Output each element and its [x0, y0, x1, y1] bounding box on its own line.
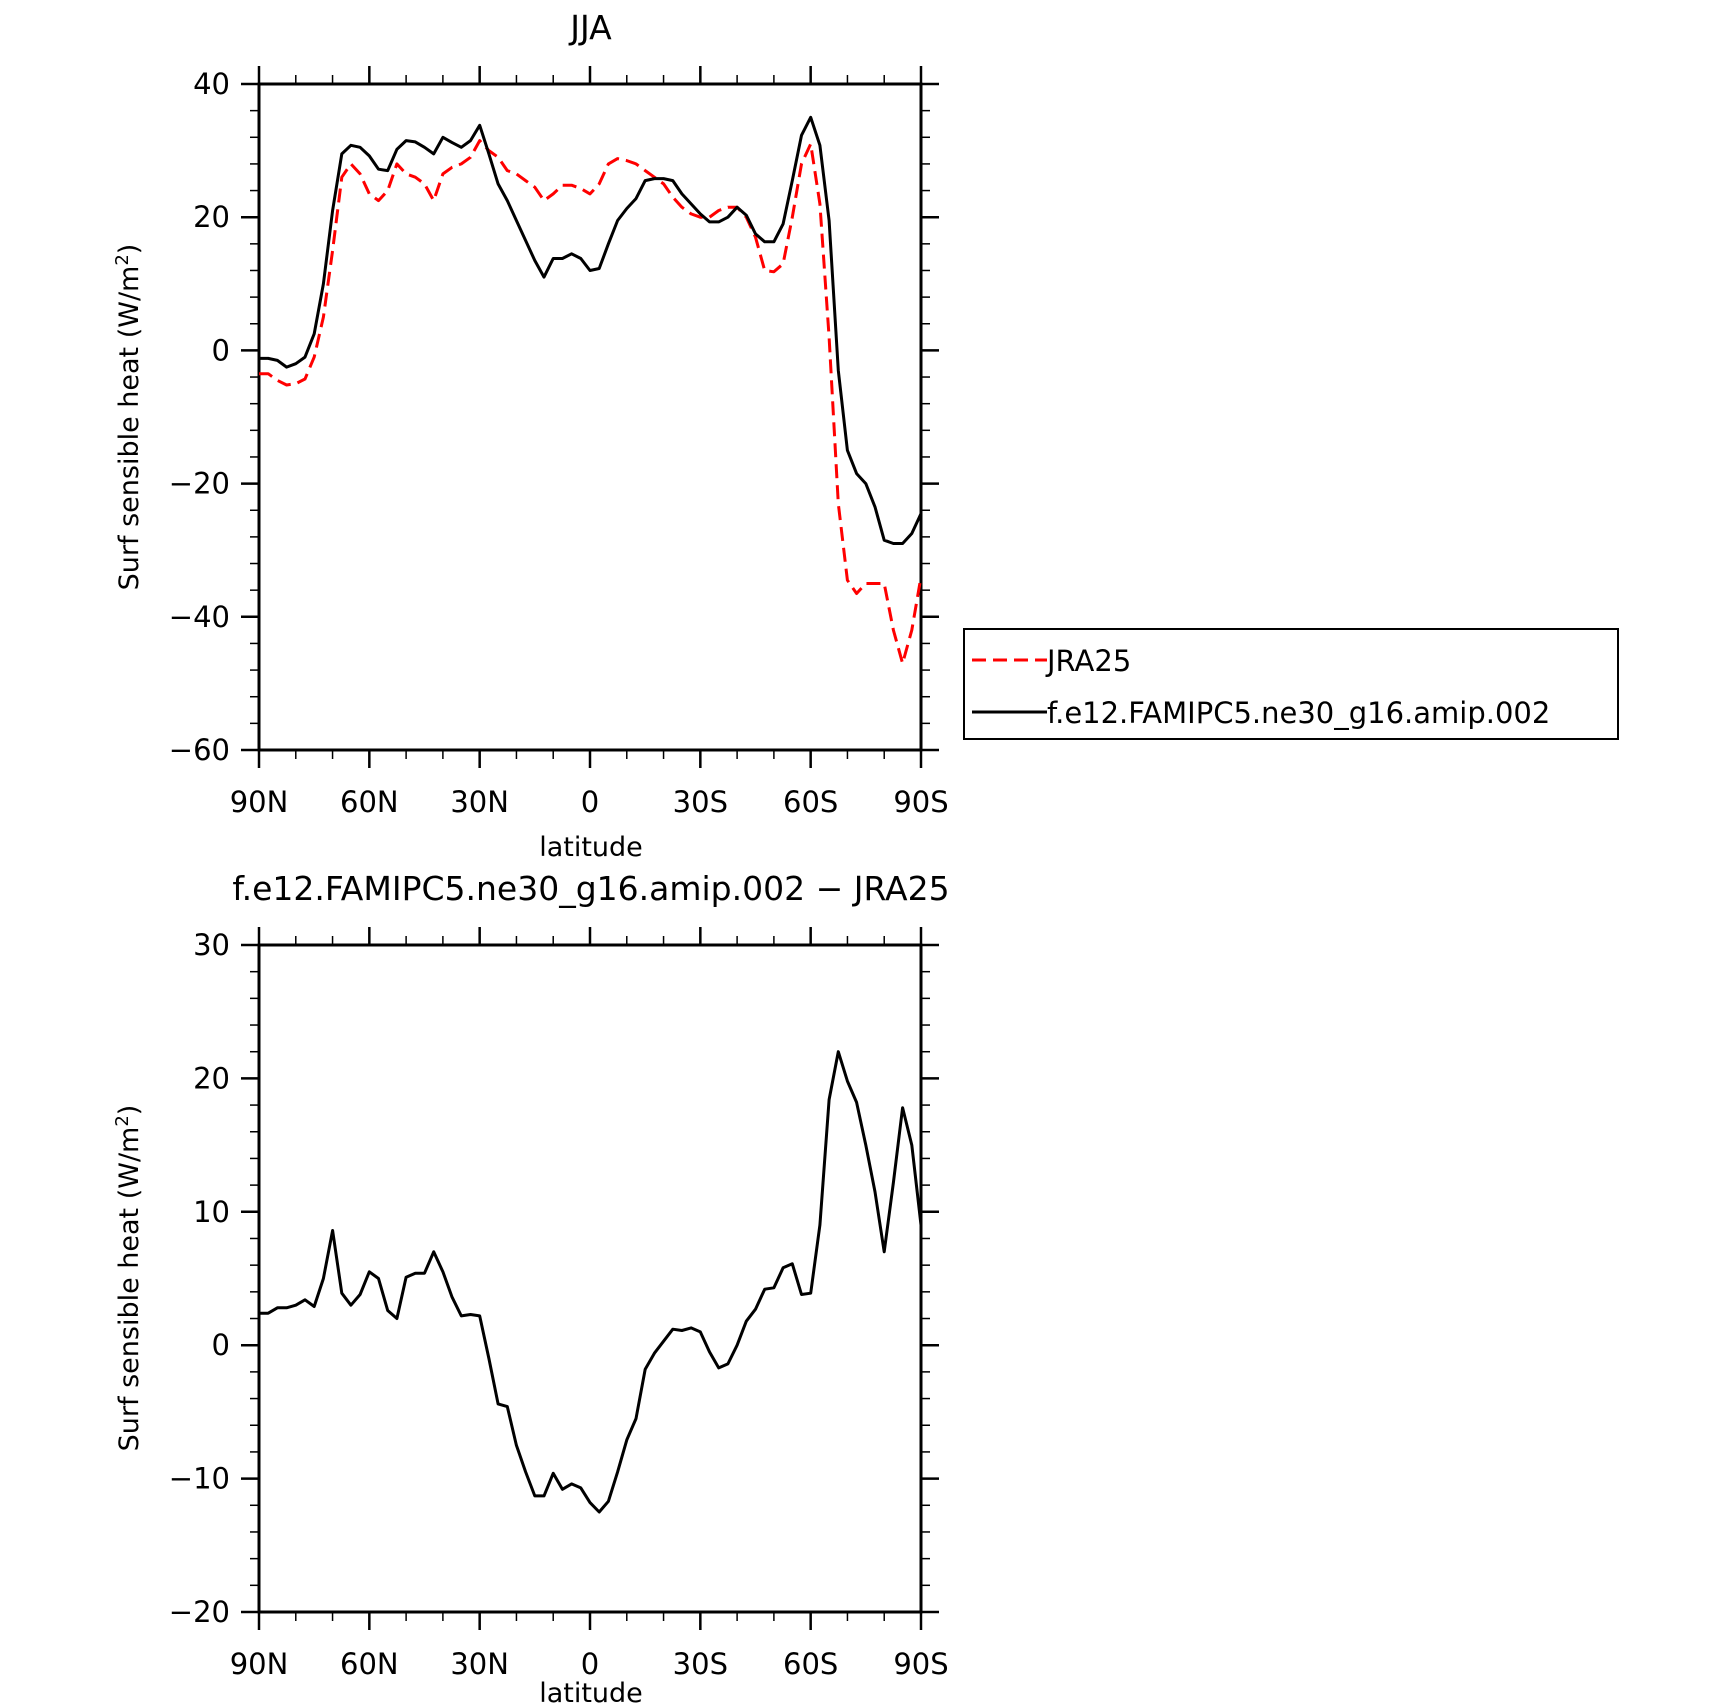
x-tick-label: 30S	[673, 785, 728, 819]
x-tick-label: 90S	[893, 785, 948, 819]
y-axis-label: Surf sensible heat (W/m2)	[112, 244, 145, 591]
y-tick-label: −20	[169, 1595, 230, 1629]
y-tick-label: −20	[169, 467, 230, 501]
y-axis-label: Surf sensible heat (W/m2)	[112, 1105, 145, 1452]
bottom-panel: f.e12.FAMIPC5.ne30_g16.amip.002 − JRA25 …	[112, 869, 950, 1706]
difference-chart-title: f.e12.FAMIPC5.ne30_g16.amip.002 − JRA25	[232, 869, 949, 908]
series-line-f-e12-famipc5-ne30-g16-amip-002	[259, 115, 923, 545]
legend-label-model: f.e12.FAMIPC5.ne30_g16.amip.002	[1047, 696, 1550, 730]
series-line-jra25	[259, 139, 923, 665]
x-tick-label: 90N	[230, 785, 289, 819]
x-tick-label: 60N	[340, 1647, 399, 1681]
series-line-difference	[259, 1050, 923, 1514]
x-tick-label: 30N	[450, 785, 509, 819]
x-tick-label: 30S	[673, 1647, 728, 1681]
x-axis-label: latitude	[539, 1678, 643, 1706]
series-lines	[259, 115, 923, 665]
y-tick-label: −40	[169, 600, 230, 634]
x-tick-labels: 90N 60N 30N 0 30S 60S 90S	[230, 785, 949, 819]
x-tick-label: 90N	[230, 1647, 289, 1681]
y-tick-label: 30	[193, 928, 230, 962]
y-tick-label: 0	[212, 333, 230, 367]
legend: JRA25 f.e12.FAMIPC5.ne30_g16.amip.002	[963, 628, 1619, 740]
x-tick-label: 0	[581, 1647, 599, 1681]
series-lines	[259, 1050, 923, 1514]
x-tick-label: 60S	[783, 785, 838, 819]
x-tick-label: 60N	[340, 785, 399, 819]
plot-frame	[257, 82, 923, 752]
x-tick-label: 0	[581, 785, 599, 819]
plot-frame	[257, 943, 923, 1614]
y-tick-label: 20	[193, 1061, 230, 1095]
x-tick-label: 60S	[783, 1647, 838, 1681]
x-tick-label: 30N	[450, 1647, 509, 1681]
y-tick-labels: −60 −40 −20 0 20 40	[169, 67, 230, 767]
y-tick-label: 10	[193, 1195, 230, 1229]
y-tick-label: 40	[193, 67, 230, 101]
axes-ticks	[241, 927, 939, 1630]
x-tick-label: 90S	[893, 1647, 948, 1681]
y-tick-label: −60	[169, 733, 230, 767]
x-axis-label: latitude	[539, 832, 643, 863]
y-tick-labels: −20 −10 0 10 20 30	[169, 928, 230, 1629]
y-tick-label: −10	[169, 1462, 230, 1496]
y-tick-label: 20	[193, 200, 230, 234]
y-tick-label: 0	[212, 1328, 230, 1362]
legend-box	[963, 628, 1619, 740]
x-tick-labels: 90N 60N 30N 0 30S 60S 90S	[230, 1647, 949, 1681]
chart-title: JJA	[568, 8, 612, 47]
top-panel: JJA −60 −40 −20 0 20 40 90N 60N 30N 0 30S 60S 90S l…	[112, 8, 949, 863]
legend-label-jra25: JRA25	[1045, 644, 1131, 678]
